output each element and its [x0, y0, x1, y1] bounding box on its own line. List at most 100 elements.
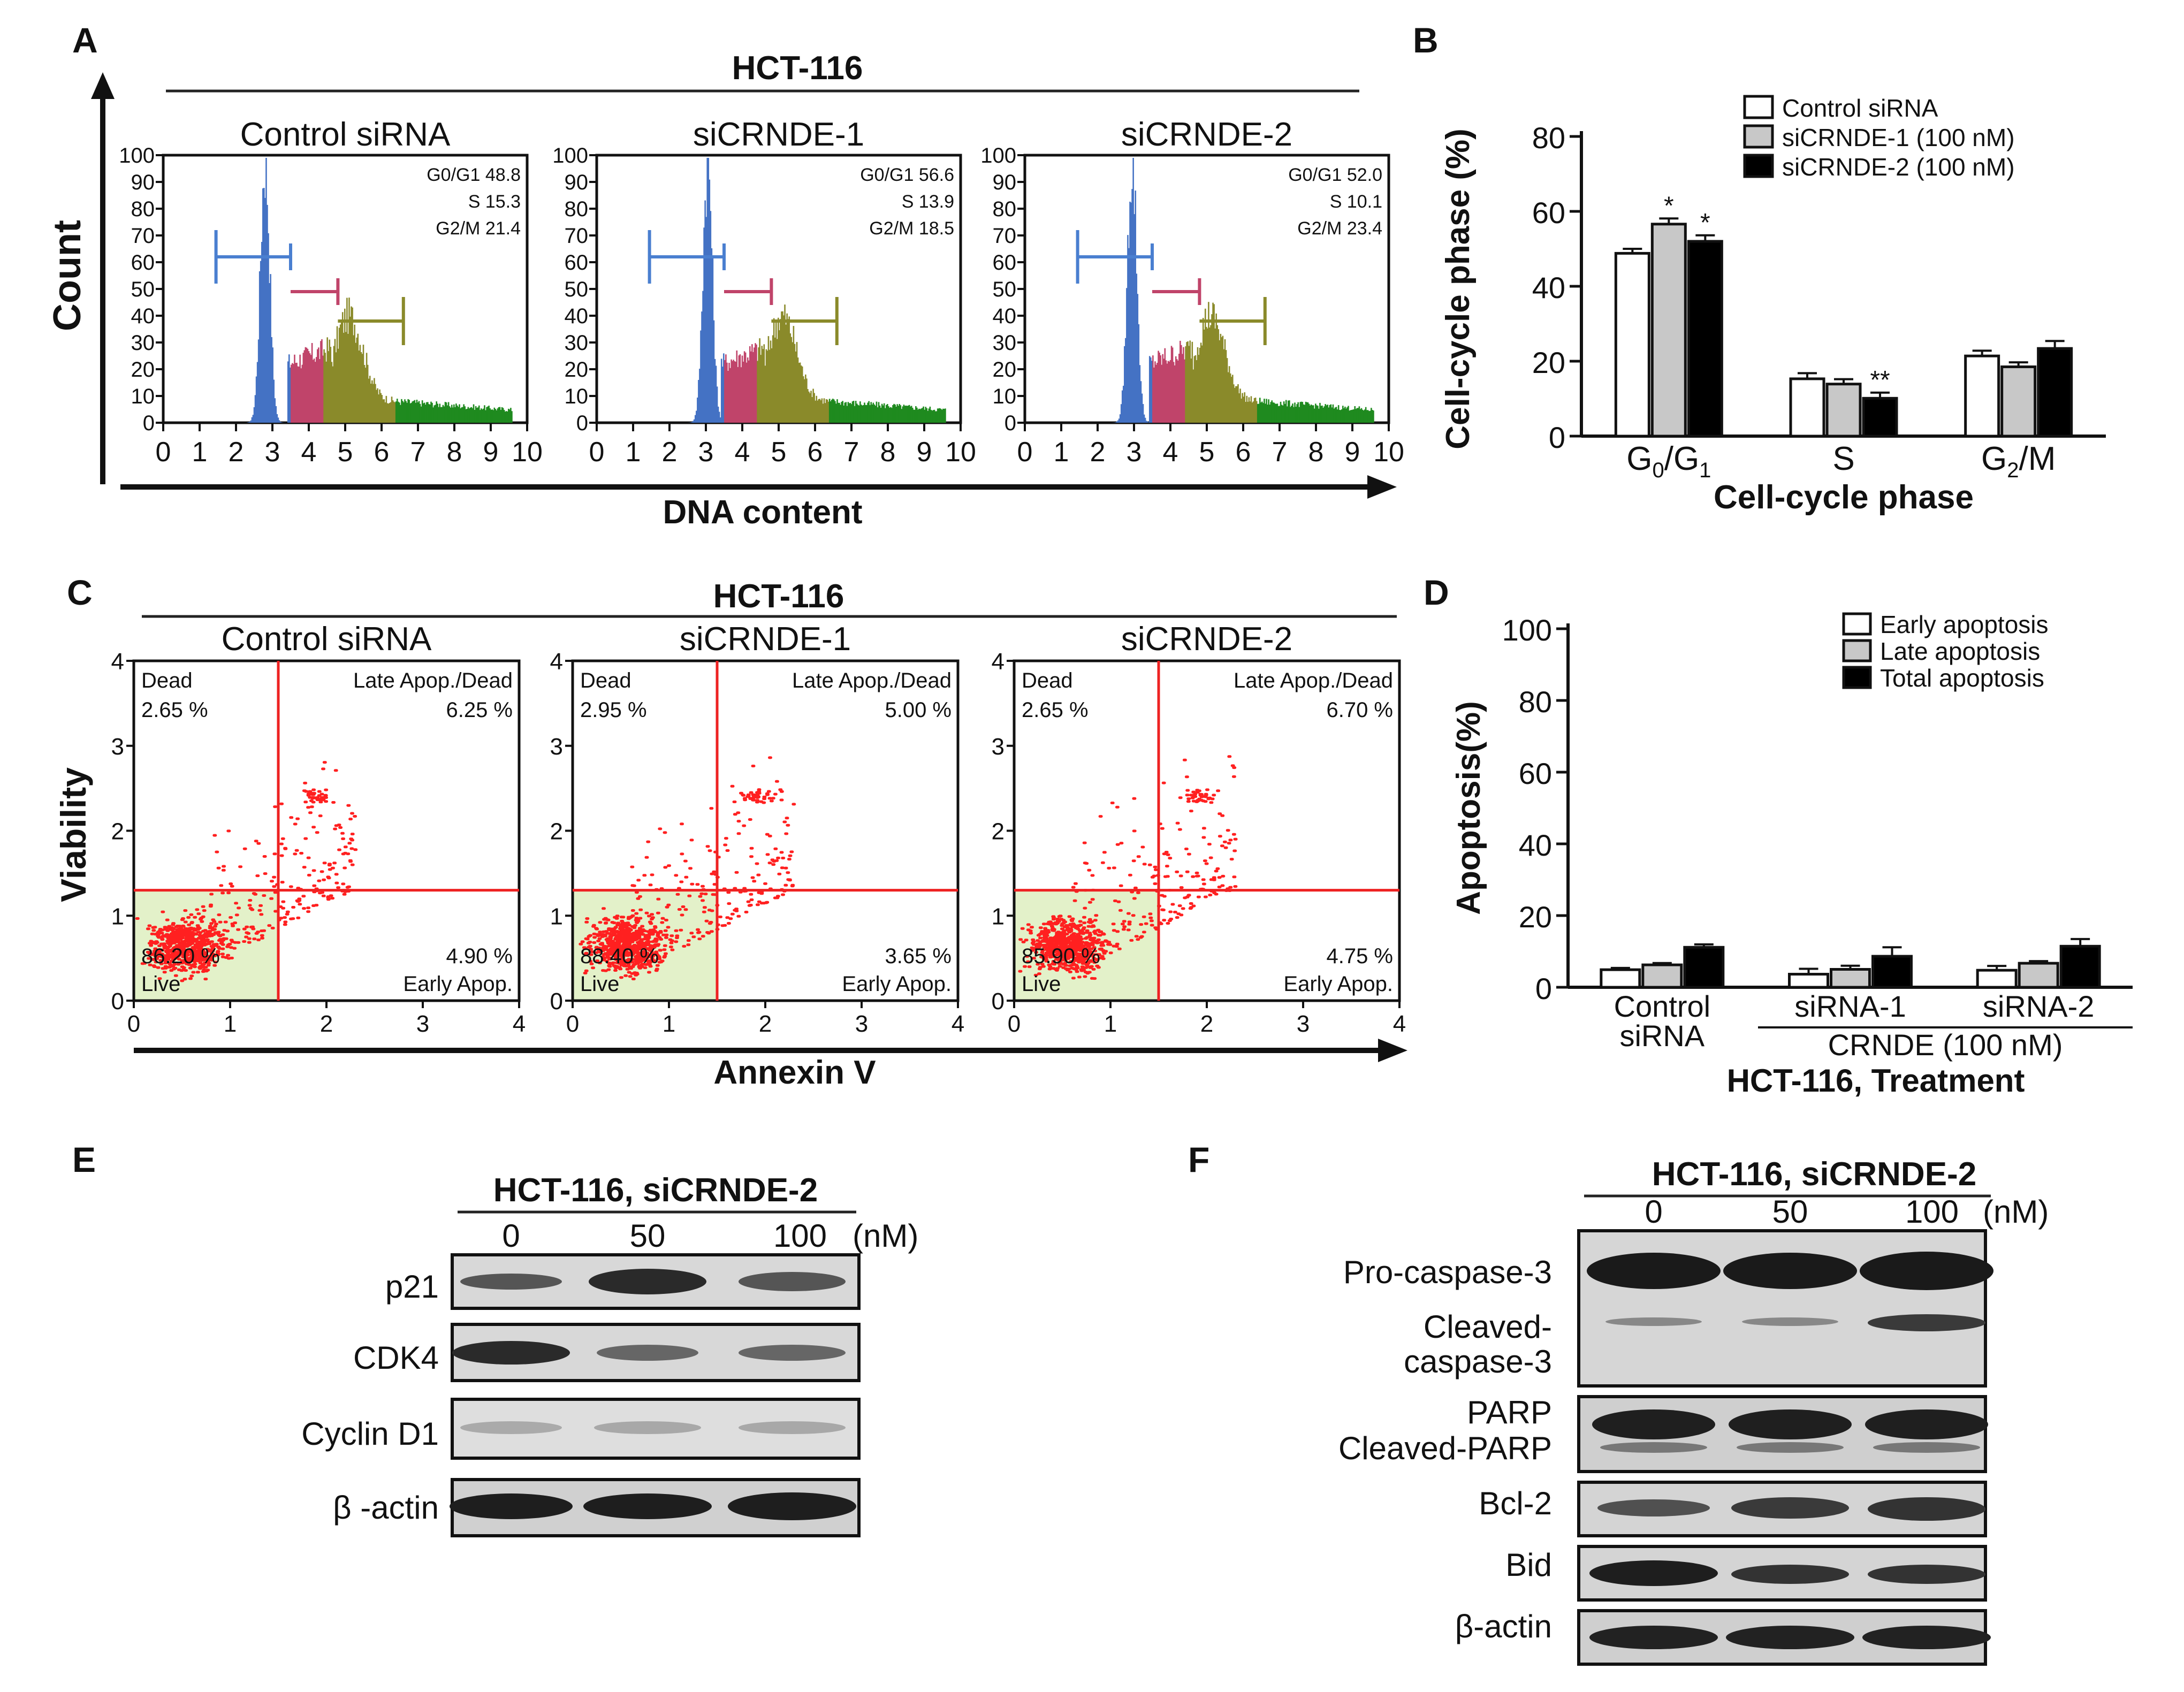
y-tick-label: 40 [1519, 828, 1552, 862]
x-tick-label: 8 [447, 437, 462, 468]
y-tick-label: 80 [565, 197, 589, 221]
y-tick-label: 10 [131, 385, 155, 408]
x-tick-label: 6 [1236, 437, 1251, 468]
quadrant-live-label: Live [141, 972, 180, 996]
x-tick-label: 0 [127, 1011, 140, 1037]
y-tick-label: 0 [992, 988, 1005, 1015]
stat-s: S 13.9 [902, 192, 954, 212]
legend-swatch [1743, 95, 1774, 119]
bar [1788, 973, 1829, 989]
x-tick-label: 4 [1393, 1011, 1406, 1037]
y-tick-label: 80 [993, 197, 1017, 221]
panel-letter-c: C [67, 573, 93, 612]
y-tick-label: 20 [565, 358, 589, 382]
panel-e-dose-50: 50 [630, 1218, 666, 1254]
legend-label: siCRNDE-1 (100 nM) [1782, 124, 2015, 151]
bar [1789, 377, 1825, 438]
x-tick-label: 1 [663, 1011, 675, 1037]
histogram-title: Control siRNA [240, 116, 451, 153]
x-tick-label: 0 [1017, 437, 1033, 468]
x-tick-label: 4 [513, 1011, 526, 1037]
band-label-p21: p21 [385, 1269, 439, 1305]
x-tick-label: 4 [735, 437, 750, 468]
x-category-label: Control [1614, 989, 1711, 1023]
x-tick-label: 5 [771, 437, 787, 468]
quadrant-early-value: 4.75 % [1326, 944, 1393, 968]
legend-label: Control siRNA [1782, 94, 1938, 122]
bar [2037, 347, 2073, 438]
y-tick-label: 70 [131, 224, 155, 248]
y-tick-label: 2 [111, 819, 124, 845]
annexin-v-label: Annexin V [713, 1054, 876, 1091]
stat-g0g1: G0/G1 48.8 [427, 165, 521, 185]
legend-swatch [1842, 612, 1872, 636]
legend-label: Late apoptosis [1880, 637, 2040, 665]
y-tick-label: 0 [1549, 421, 1565, 454]
significance-mark: * [1664, 192, 1674, 220]
legend-label: siCRNDE-2 (100 nM) [1782, 153, 2015, 181]
histogram-title: siCRNDE-2 [1121, 116, 1292, 153]
y-tick-label: 70 [565, 224, 589, 248]
x-tick-label: 1 [192, 437, 208, 468]
blot-cyclin-d1 [451, 1398, 861, 1460]
y-tick-label: 0 [111, 988, 124, 1015]
quadrant-dead-label: Dead [1022, 669, 1073, 692]
y-tick-label: 20 [131, 358, 155, 382]
y-tick-label: 80 [1519, 685, 1552, 719]
histogram-title: siCRNDE-1 [693, 116, 864, 153]
y-tick-label: 90 [993, 171, 1017, 194]
x-tick-label: 9 [1345, 437, 1360, 468]
x-tick-label: 3 [698, 437, 714, 468]
quadrant-live-value: 86.20 % [141, 944, 220, 968]
bar [2000, 365, 2037, 438]
panel-f-dose-0: 0 [1645, 1194, 1662, 1230]
y-tick-label: 1 [111, 903, 124, 929]
y-tick-label: 30 [565, 331, 589, 355]
quadrant-dead-value: 2.65 % [141, 698, 208, 722]
legend-label: Total apoptosis [1880, 664, 2044, 692]
y-tick-label: 80 [131, 197, 155, 221]
scatter-title: siCRNDE-1 [680, 621, 851, 658]
stat-s: S 15.3 [468, 192, 521, 212]
count-axis-arrowhead [91, 72, 115, 99]
x-tick-label: 8 [1308, 437, 1324, 468]
x-category-label: siRNA-1 [1794, 989, 1906, 1023]
event-dots [579, 756, 796, 980]
bar [1683, 946, 1725, 989]
y-tick-label: 2 [550, 819, 563, 845]
y-tick-label: 0 [576, 411, 588, 435]
x-tick-label: 3 [1297, 1011, 1310, 1037]
panel-letter-a: A [72, 20, 98, 60]
y-tick-label: 60 [565, 251, 589, 275]
blot-cdk4 [451, 1323, 861, 1382]
quadrant-late-value: 5.00 % [885, 698, 952, 722]
y-tick-label: 0 [143, 411, 155, 435]
viability-label: Viability [54, 767, 93, 902]
x-tick-label: 2 [662, 437, 678, 468]
x-tick-label: 1 [224, 1011, 237, 1037]
legend-swatch [1743, 124, 1774, 149]
quadrant-live-value: 88.40 % [580, 944, 659, 968]
panel-f-title: HCT-116, siCRNDE-2 [1652, 1156, 1976, 1193]
event-dots [1018, 755, 1238, 980]
y-tick-label: 80 [1532, 121, 1565, 155]
y-tick-label: 100 [980, 144, 1016, 167]
x-tick-label: 2 [1090, 437, 1106, 468]
stat-g0g1: G0/G1 56.6 [860, 165, 954, 185]
group-label: CRNDE (100 nM) [1828, 1028, 2063, 1062]
x-category-part: 1 [1699, 459, 1711, 482]
y-tick-label: 1 [992, 903, 1005, 929]
band-label-cyclin-d1: Cyclin D1 [301, 1416, 439, 1452]
y-tick-label: 70 [993, 224, 1017, 248]
annexin-axis-arrowhead [1378, 1039, 1407, 1062]
x-tick-label: 7 [410, 437, 426, 468]
x-tick-label: 5 [1199, 437, 1215, 468]
x-tick-label: 3 [1127, 437, 1142, 468]
panel-f-dose-100: 100 [1905, 1194, 1959, 1230]
panel-a: A HCT-116 Count DNA content Control siRN… [46, 20, 1404, 531]
panel-letter-b: B [1413, 20, 1439, 60]
y-tick-label: 30 [131, 331, 155, 355]
quadrant-early-value: 3.65 % [885, 944, 952, 968]
